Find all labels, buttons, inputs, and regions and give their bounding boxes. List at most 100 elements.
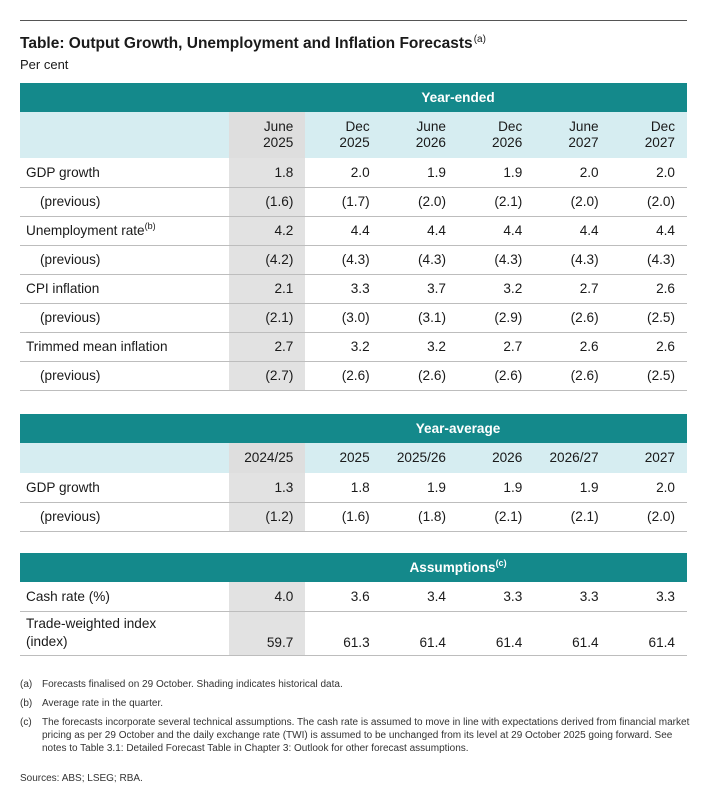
band-label: Year-ended [229,83,687,112]
column-header: 2026 [458,443,535,473]
value-cell: (2.5) [610,303,687,333]
value-cell: (2.1) [534,502,611,532]
value-cell: (2.1) [457,187,535,217]
value-cell: (1.6) [229,187,306,217]
value-cell: 2.1 [229,274,306,304]
value-cell: 4.4 [457,216,535,246]
table-row: Cash rate (%) 4.0 3.6 3.4 3.3 3.3 3.3 [20,582,687,612]
row-label: GDP growth [20,473,230,503]
value-cell: 3.2 [381,332,458,362]
value-cell: 1.8 [229,158,306,188]
year-average-rows: GDP growth 1.3 1.8 1.9 1.9 1.9 2.0 (previous) (1… [20,473,687,532]
column-header: June 2025 [229,112,306,158]
value-cell: 2.7 [534,274,611,304]
table-row: (previous) (4.2) (4.3) (4.3) (4.3) (4.3) (4.3) [20,245,687,275]
value-cell: (2.0) [610,502,687,532]
table-row: (previous) (1.6) (1.7) (2.0) (2.1) (2.0) (2.0) [20,187,687,217]
column-header: Dec 2025 [305,112,382,158]
year-ended-table: Year-ended June 2025 Dec 2025 June 2026 Dec… [20,83,687,391]
row-label: (previous) [20,187,230,217]
value-cell: (2.0) [534,187,611,217]
table-row: Unemployment rate(b) 4.2 4.4 4.4 4.4 4.4 4.4 [20,216,687,246]
column-header: Dec 2027 [610,112,687,158]
value-cell: 61.4 [534,611,611,656]
assumptions-table: Assumptions(c) Cash rate (%) 4.0 3.6 3.4… [20,553,687,656]
band-label: Year-average [229,414,687,443]
column-header: 2024/25 [229,443,306,473]
row-label: (previous) [20,361,230,391]
value-cell: 59.7 [229,611,306,656]
value-cell: (4.3) [381,245,458,275]
value-cell: 2.0 [534,158,611,188]
table-row: CPI inflation 2.1 3.3 3.7 3.2 2.7 2.6 [20,274,687,304]
value-cell: (2.6) [381,361,458,391]
row-note-marker: (b) [144,221,156,231]
column-header: 2026/27 [534,443,611,473]
column-header: June 2027 [534,112,611,158]
table-row: (previous) (1.2) (1.6) (1.8) (2.1) (2.1) (2.0) [20,502,687,532]
value-cell: (2.6) [457,361,535,391]
value-cell: 2.7 [457,332,535,362]
value-cell: 61.4 [610,611,687,656]
row-label: (previous) [20,502,230,532]
table-row: GDP growth 1.3 1.8 1.9 1.9 1.9 2.0 [20,473,687,503]
value-cell: (4.3) [534,245,611,275]
period-header-row: 2024/25 2025 2025/26 2026 2026/27 2027 [20,443,687,473]
footnote: (c) The forecasts incorporate several tec… [20,717,690,754]
value-cell: 3.2 [305,332,382,362]
value-cell: (3.1) [381,303,458,333]
value-cell: (1.2) [229,502,306,532]
table-row: (previous) (2.7) (2.6) (2.6) (2.6) (2.6) (2.5) [20,361,687,391]
value-cell: (2.9) [457,303,535,333]
band-label: Assumptions(c) [229,553,687,582]
value-cell: 4.2 [229,216,306,246]
value-cell: 61.3 [305,611,382,656]
assumptions-band: Assumptions(c) [20,553,687,582]
column-header: 2025/26 [381,443,458,473]
value-cell: 3.4 [381,582,458,612]
value-cell: (1.7) [305,187,382,217]
value-cell: 3.3 [610,582,687,612]
row-label: CPI inflation [20,274,230,304]
value-cell: (2.1) [229,303,306,333]
value-cell: (2.5) [610,361,687,391]
value-cell: 61.4 [457,611,535,656]
value-cell: (4.3) [610,245,687,275]
value-cell: (3.0) [305,303,382,333]
column-header: Dec 2026 [457,112,535,158]
value-cell: 3.3 [305,274,382,304]
table-row: Trade-weighted index (index) 59.7 61.3 61… [20,611,687,656]
value-cell: 4.4 [610,216,687,246]
table-title: Table: Output Growth, Unemployment and I… [20,34,486,52]
value-cell: 3.3 [534,582,611,612]
row-label: Unemployment rate(b) [20,216,230,246]
row-label: (previous) [20,245,230,275]
value-cell: (2.1) [458,502,535,532]
value-cell: 1.9 [381,473,458,503]
row-label: Cash rate (%) [20,582,230,612]
value-cell: 2.7 [229,332,306,362]
value-cell: (4.3) [305,245,382,275]
table-row: GDP growth 1.8 2.0 1.9 1.9 2.0 2.0 [20,158,687,188]
value-cell: 3.7 [381,274,458,304]
row-label: Trimmed mean inflation [20,332,230,362]
value-cell: (4.2) [229,245,306,275]
row-label: Trade-weighted index (index) [20,611,230,656]
value-cell: (2.0) [381,187,458,217]
value-cell: 3.3 [457,582,535,612]
value-cell: 2.0 [610,473,687,503]
value-cell: 2.0 [610,158,687,188]
value-cell: 1.3 [229,473,306,503]
year-average-table: Year-average 2024/25 2025 2025/26 2026 2… [20,414,687,532]
value-cell: 3.6 [305,582,382,612]
value-cell: 4.4 [305,216,382,246]
band-note-marker: (c) [495,558,507,568]
period-header-row: June 2025 Dec 2025 June 2026 Dec 2026 June 20… [20,112,687,158]
year-average-band: Year-average [20,414,687,443]
footnotes: (a) Forecasts finalised on 29 October. Sh… [20,678,690,761]
value-cell: 3.2 [457,274,535,304]
value-cell: 2.0 [305,158,382,188]
year-ended-rows: GDP growth 1.8 2.0 1.9 1.9 2.0 2.0 (previous) (1… [20,158,687,391]
value-cell: 1.9 [381,158,458,188]
value-cell: 1.9 [457,158,535,188]
